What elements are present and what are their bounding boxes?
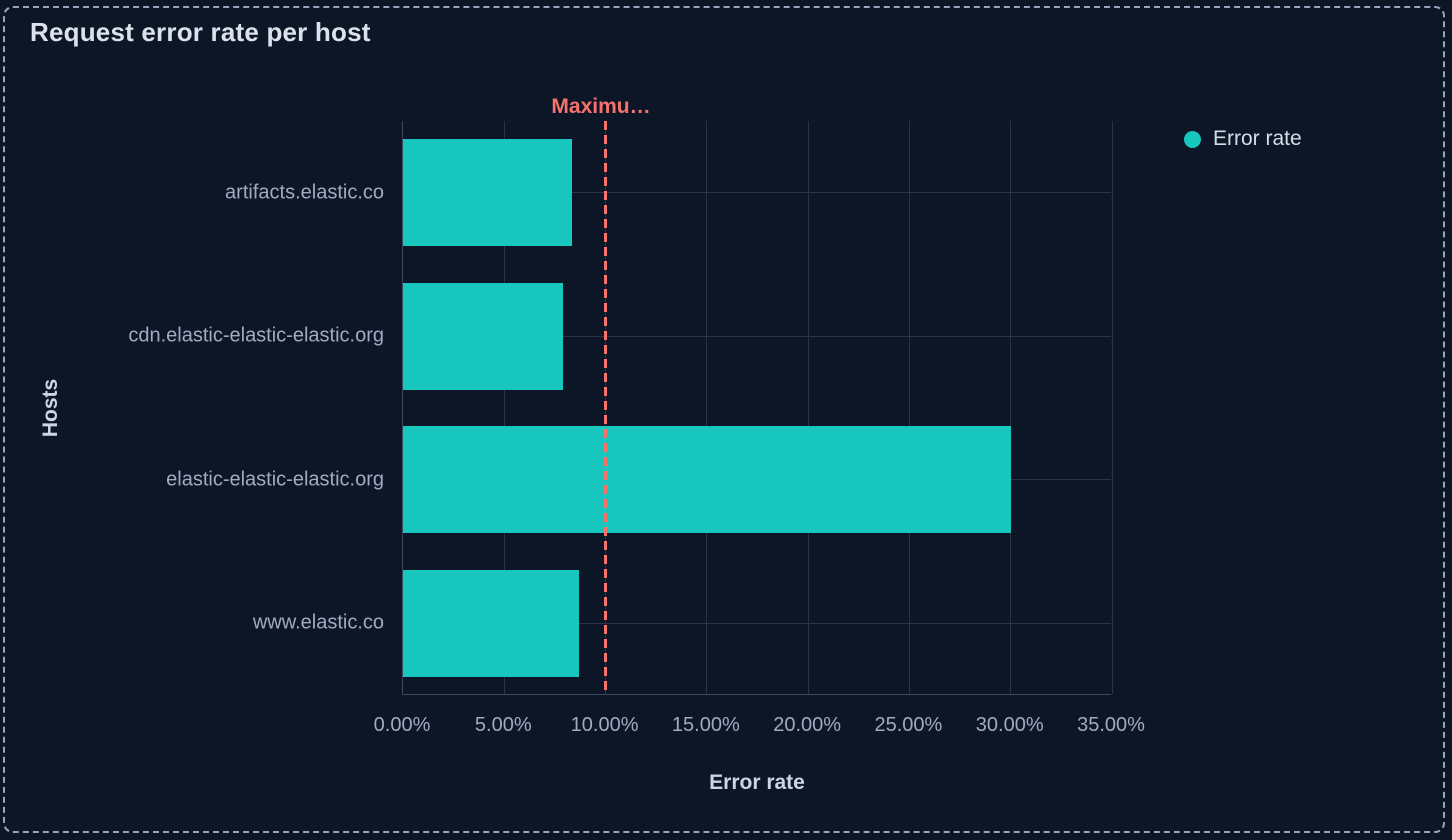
y-axis-label-www.elastic.co: www.elastic.co (252, 611, 384, 634)
x-axis-tick-20: 20.00% (773, 714, 842, 736)
vertical-gridline (1111, 121, 1113, 694)
horizontal-gridline (403, 622, 1111, 624)
y-axis-title: Hosts (39, 378, 62, 438)
plot-area (402, 121, 1113, 695)
x-axis-tick-35: 35.00% (1077, 714, 1145, 736)
vertical-gridline (1010, 121, 1012, 694)
x-axis-tick-10: 10.00% (570, 714, 639, 736)
y-axis-label-cdn.elastic-elastic-elastic.org: cdn.elastic-elastic-elastic.org (128, 324, 384, 347)
panel-title: Request error rate per host (30, 17, 371, 47)
x-axis-tick-15: 15.00% (671, 714, 740, 736)
bar-www.elastic.co[interactable] (403, 570, 580, 677)
horizontal-gridline (403, 335, 1111, 337)
annotation-threshold-label: Maximu… (551, 95, 651, 118)
bar-artifacts.elastic.co[interactable] (403, 139, 573, 246)
vertical-gridline (807, 121, 809, 694)
legend-series-label: Error rate (1213, 127, 1302, 150)
vertical-gridline (908, 121, 910, 694)
x-axis-title: Error rate (709, 771, 805, 794)
legend-series-dot-icon (1184, 130, 1201, 148)
y-axis-label-artifacts.elastic.co: artifacts.elastic.co (225, 181, 384, 204)
x-axis-tick-30: 30.00% (975, 714, 1044, 736)
y-axis-label-elastic-elastic-elastic.org: elastic-elastic-elastic.org (166, 468, 384, 491)
horizontal-gridline (403, 192, 1111, 194)
bar-cdn.elastic-elastic-elastic.org[interactable] (403, 283, 563, 390)
legend-item-error-rate[interactable]: Error rate (1184, 127, 1302, 151)
x-axis-tick-25: 25.00% (874, 714, 943, 736)
vertical-gridline (503, 121, 505, 694)
vertical-gridline (706, 121, 708, 694)
annotation-threshold-line (604, 121, 608, 694)
bar-elastic-elastic-elastic.org[interactable] (403, 426, 1011, 533)
x-axis-tick-5: 5.00% (474, 714, 532, 736)
x-axis-tick-0: 0.00% (373, 714, 431, 736)
